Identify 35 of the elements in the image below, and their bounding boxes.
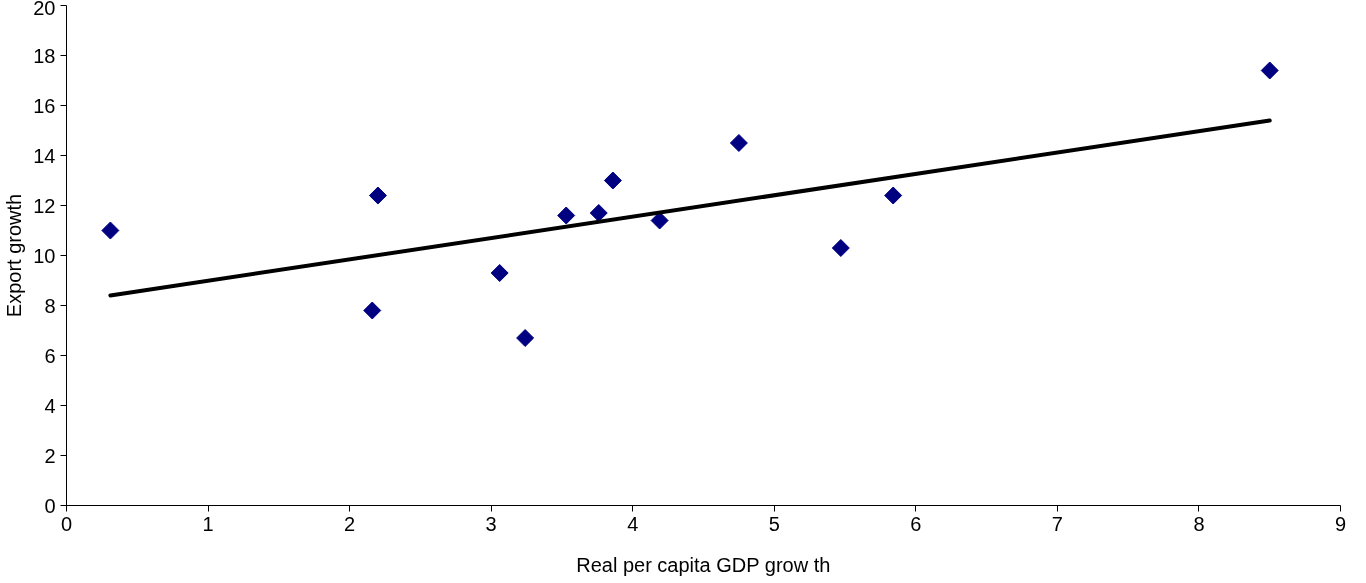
x-tick-label: 7: [1051, 512, 1063, 535]
y-tick-label: 14: [33, 144, 56, 167]
x-tick-label: 5: [768, 512, 780, 535]
point: [368, 186, 387, 205]
x-tick-label: 4: [627, 512, 639, 535]
y-tick-label: 20: [33, 0, 56, 19]
point: [557, 206, 576, 225]
x-tick-label: 3: [485, 512, 497, 535]
y-axis-title: Export growth: [3, 193, 26, 318]
x-tick-label: 2: [344, 512, 356, 535]
point: [831, 239, 850, 257]
point: [884, 186, 903, 205]
x-tick-label: 1: [202, 512, 214, 535]
point: [101, 221, 120, 240]
y-tick-label: 12: [33, 194, 56, 217]
y-tick-label: 4: [44, 394, 56, 417]
x-tick-label: 0: [60, 512, 73, 535]
y-tick-label: 18: [33, 44, 56, 67]
point: [363, 301, 382, 320]
point: [516, 329, 535, 347]
x-tick-label: 8: [1193, 512, 1205, 535]
point: [1260, 61, 1279, 80]
y-tick-label: 2: [44, 444, 56, 467]
y-tick-label: 8: [44, 294, 56, 317]
y-tick-label: 16: [33, 94, 56, 117]
point: [490, 264, 509, 282]
y-tick-label: 6: [44, 344, 56, 367]
point: [589, 204, 608, 222]
x-tick-label: 9: [1334, 512, 1347, 535]
point: [729, 134, 748, 152]
y-tick-label: 0: [44, 494, 56, 517]
y-tick-label: 10: [33, 244, 56, 267]
point: [603, 171, 622, 190]
x-tick-label: 6: [910, 512, 922, 535]
x-axis-title: Real per capita GDP grow th: [576, 553, 831, 576]
